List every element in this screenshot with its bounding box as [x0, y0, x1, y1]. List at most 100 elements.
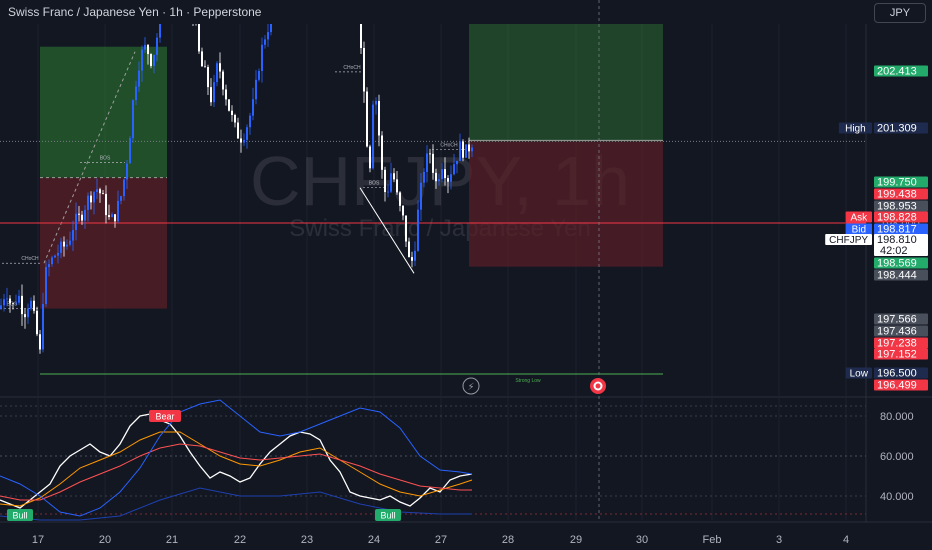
candle-body	[147, 44, 149, 55]
osc-series-line	[0, 413, 473, 509]
price-label-tag	[845, 367, 872, 379]
candle-body	[36, 310, 38, 335]
time-tick: 24	[368, 534, 380, 546]
candle-body	[471, 147, 473, 152]
candle-body	[30, 300, 32, 309]
candle-body	[12, 303, 14, 305]
price-label-box	[874, 211, 928, 223]
candle-body	[153, 54, 155, 67]
candle-body	[9, 298, 11, 304]
structure-label: BOS	[369, 181, 380, 187]
price-label-tag-text: High	[845, 124, 866, 135]
candle-body	[90, 195, 92, 203]
candle-body	[75, 213, 77, 231]
candle-body	[366, 91, 368, 147]
candle-body	[57, 252, 59, 256]
price-label-box	[874, 257, 928, 269]
candle-body	[396, 179, 398, 193]
candle-body	[48, 264, 50, 268]
structure-levels: Weak HighStrong LowBOSCHoCHBOSBOSCHoCHBO…	[0, 65, 866, 384]
candle-body	[72, 230, 74, 241]
price-label-value: 197.152	[877, 349, 917, 361]
currency-button[interactable]: JPY	[874, 3, 926, 23]
candle-body	[246, 127, 248, 140]
oscillator-pane: Bear Bull Bull	[0, 399, 866, 521]
candle-body	[360, 24, 362, 48]
symbol-header: Swiss Franc / Japanese Yen · 1h · Pepper…	[8, 5, 262, 19]
time-axis[interactable]: 17 20 21 22 23 24 27 28 29 30 Feb 3 4	[32, 534, 849, 546]
candle-body	[27, 308, 29, 318]
candle-body	[93, 192, 95, 203]
time-tick: 21	[166, 534, 178, 546]
signal-badge	[149, 410, 181, 422]
alert-icon	[590, 378, 606, 394]
candle-body	[453, 164, 455, 175]
candle-body	[447, 178, 449, 182]
time-tick: 4	[843, 534, 849, 546]
candle-body	[21, 295, 23, 315]
price-label-box	[874, 325, 928, 337]
price-label-tag-text: Bid	[852, 225, 866, 236]
candle-body	[222, 71, 224, 90]
price-label-box	[874, 337, 928, 349]
candle-body	[39, 334, 41, 350]
candle-body	[207, 67, 209, 88]
osc-series-line	[0, 399, 473, 517]
time-tick: 3	[776, 534, 782, 546]
time-tick: 30	[636, 534, 648, 546]
candle-body	[120, 196, 122, 201]
candle-body	[225, 89, 227, 100]
price-label-value: 202.413	[877, 66, 917, 78]
candle-body	[438, 179, 440, 182]
profit-zone	[40, 46, 167, 178]
candle-body	[45, 267, 47, 304]
candle-body	[219, 63, 221, 72]
price-label-box	[874, 348, 928, 360]
time-tick: 29	[570, 534, 582, 546]
price-axis[interactable]: 203.000202.500202.000201.500201.000200.5…	[825, 0, 928, 503]
price-label-box	[874, 223, 928, 235]
candle-body	[402, 205, 404, 216]
candle-body	[459, 141, 461, 161]
candle-body	[420, 182, 422, 210]
chart-overlays: ⚡	[462, 0, 606, 522]
time-tick: 23	[301, 534, 313, 546]
candle-body	[201, 51, 203, 67]
price-label-value: 198.444	[877, 270, 917, 282]
candle-body	[210, 87, 212, 103]
candle-body	[417, 209, 419, 251]
candle-body	[33, 300, 35, 311]
candle-body	[252, 99, 254, 116]
trend-line	[359, 187, 415, 274]
candle-body	[63, 241, 65, 247]
candle-body	[429, 153, 431, 155]
profit-zone	[469, 24, 663, 142]
price-label-box	[874, 234, 928, 256]
candle-body	[144, 44, 146, 50]
candle-body	[387, 191, 389, 193]
candle-body	[234, 115, 236, 123]
candle-body	[375, 101, 377, 105]
structure-label: CHoCH	[440, 142, 458, 148]
structure-label: CHoCH	[21, 256, 39, 262]
loss-zone	[40, 177, 167, 309]
candle-body	[369, 146, 371, 169]
candle-body	[24, 314, 26, 318]
signal-label: Bull	[12, 511, 27, 521]
candle-body	[372, 104, 374, 169]
price-label-box	[874, 65, 928, 77]
candle-body	[108, 215, 110, 218]
candle-body	[399, 192, 401, 206]
candle-body	[393, 173, 395, 180]
candle-body	[69, 240, 71, 245]
signal-label: Bull	[380, 511, 395, 521]
candle-body	[126, 163, 128, 180]
price-label-value: 197.436	[877, 326, 917, 338]
candle-body	[462, 141, 464, 158]
price-label-value: 201.309	[877, 123, 917, 135]
candle-body	[414, 250, 416, 261]
candle-body	[3, 299, 5, 306]
candle-body	[228, 99, 230, 111]
price-label-box	[874, 122, 928, 134]
